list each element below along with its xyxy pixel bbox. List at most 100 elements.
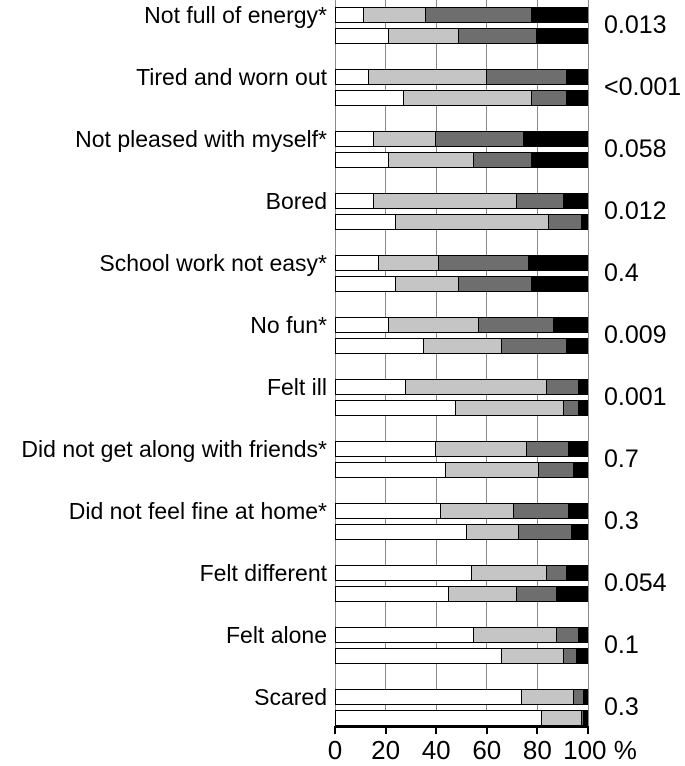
x-tick-0 [334,726,336,734]
segment-light-gray [456,401,565,415]
segment-dark-gray [549,215,582,229]
bar-pair [335,69,588,106]
x-tick-label-40: 40 [421,735,451,765]
segment-black [584,690,587,704]
segment-dark-gray [539,463,575,477]
segment-black [529,256,587,270]
segment-light-gray [466,525,520,539]
x-tick-label-20: 20 [371,735,401,765]
segment-black [531,153,587,167]
segment-white [336,132,374,146]
x-tick-label-0: 0 [327,735,343,765]
segment-white [336,91,404,105]
segment-white [336,153,389,167]
stacked-bar-1 [335,565,588,581]
segment-dark-gray [546,380,580,394]
segment-light-gray [436,442,527,456]
category-row: Bored 0.012 [0,189,685,255]
segment-white [336,215,397,229]
segment-light-gray [396,277,459,291]
stacked-bar-1 [335,689,588,705]
segment-dark-gray [574,690,585,704]
segment-white [336,587,449,601]
segment-light-gray [396,215,550,229]
segment-black [579,380,587,394]
segment-light-gray [541,711,582,725]
p-value: <0.001 [604,73,682,101]
stacked-bar-2 [335,524,588,540]
x-tick-60 [485,726,488,734]
segment-white [336,525,467,539]
segment-light-gray [474,628,557,642]
bar-pair [335,627,588,664]
category-label: Did not feel fine at home* [68,498,327,524]
category-label: Did not get along with friends* [21,436,327,462]
segment-light-gray [441,504,515,518]
segment-light-gray [388,318,480,332]
segment-dark-gray [501,339,567,353]
x-tick-label-80: 80 [522,735,552,765]
segment-black [579,628,587,642]
p-value: 0.009 [604,321,667,349]
stacked-bar-2 [335,276,588,292]
p-value: 0.4 [604,259,639,287]
segment-dark-gray [458,29,537,43]
segment-black [554,318,587,332]
segment-dark-gray [458,277,532,291]
segment-dark-gray [514,504,570,518]
stacked-bar-2 [335,400,588,416]
segment-white [336,29,389,43]
segment-white [336,628,475,642]
segment-black [569,504,587,518]
bar-pair [335,317,588,354]
stacked-bar-2 [335,462,588,478]
stacked-bar-2 [335,214,588,230]
segment-dark-gray [479,318,555,332]
segment-black [531,277,587,291]
segment-dark-gray [426,8,532,22]
stacked-bar-1 [335,503,588,519]
segment-light-gray [373,132,437,146]
category-row: Felt ill 0.001 [0,375,685,441]
category-row: Did not feel fine at home* 0.3 [0,499,685,565]
segment-white [336,566,472,580]
segment-light-gray [368,70,487,84]
category-row: Not full of energy* 0.013 [0,3,685,69]
segment-dark-gray [516,587,557,601]
stacked-bar-2 [335,28,588,44]
segment-white [336,318,389,332]
segment-black [566,91,587,105]
segment-white [336,649,502,663]
segment-light-gray [403,91,532,105]
gridline-60 [486,0,488,727]
category-label: Bored [265,188,327,214]
bar-pair [335,255,588,292]
stacked-bar-1 [335,317,588,333]
gridline-80 [536,0,538,727]
x-tick-100 [587,726,589,734]
segment-black [566,566,587,580]
segment-black [564,194,587,208]
x-tick-label-100: 100 % [563,735,637,765]
p-value: 0.3 [604,507,639,535]
p-value: 0.054 [604,569,667,597]
category-row: Scared 0.3 [0,685,685,751]
segment-white [336,339,424,353]
segment-white [336,8,364,22]
segment-black [571,525,587,539]
bar-pair [335,193,588,230]
segment-dark-gray [581,711,585,725]
stacked-bar-1 [335,69,588,85]
segment-dark-gray [519,525,572,539]
segment-white [336,690,522,704]
bar-pair [335,131,588,168]
segment-light-gray [501,649,565,663]
p-value: 0.012 [604,197,667,225]
segment-light-gray [521,690,575,704]
stacked-bar-2 [335,710,588,726]
segment-white [336,277,397,291]
segment-white [336,380,407,394]
stacked-bar-2 [335,338,588,354]
segment-dark-gray [564,401,580,415]
